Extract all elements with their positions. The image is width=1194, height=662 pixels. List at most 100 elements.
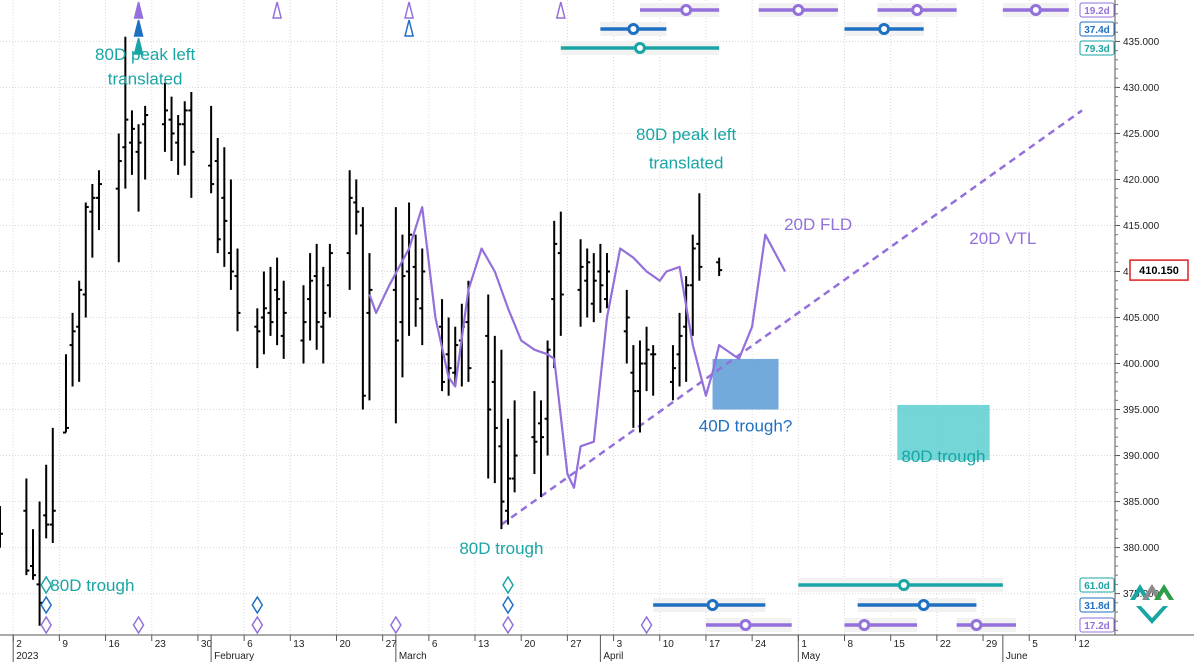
month-label: 2023: [16, 651, 39, 662]
ohlc-bar: [234, 248, 241, 332]
month-label: February: [214, 651, 254, 662]
chart-annotation: translated: [108, 70, 183, 89]
x-tick-label: 13: [478, 639, 490, 650]
ohlc-bar: [49, 427, 56, 543]
ohlc-bar: [115, 133, 122, 263]
x-tick-label: 23: [155, 639, 167, 650]
ohlc-bar: [0, 506, 3, 548]
logo-mark-right: [1154, 584, 1174, 600]
cycle-bar-dot: [858, 619, 871, 631]
x-tick-label: 1: [801, 639, 807, 650]
ohlc-bar: [630, 345, 637, 428]
trough-marker: [502, 615, 514, 635]
ohlc-bar: [676, 312, 683, 387]
ohlc-bar: [359, 207, 366, 410]
x-tick-label: 27: [386, 639, 398, 650]
chart-annotation: 80D peak left: [95, 45, 195, 64]
trough-box: [897, 404, 990, 461]
vtl-line: [500, 109, 1083, 526]
chart-annotation: 80D trough: [901, 447, 985, 466]
y-tick-label: 390.000: [1123, 451, 1160, 462]
gridlines: [0, 0, 1115, 635]
ohlc-bar: [274, 257, 281, 346]
ohlc-bar: [505, 418, 512, 525]
x-tick-label: 6: [247, 639, 253, 650]
cycle-badge-label: 19.2d: [1084, 6, 1110, 17]
ohlc-bar: [366, 253, 373, 401]
y-tick-label: 375.000: [1123, 589, 1160, 600]
trough-marker: [132, 615, 145, 635]
trough-marker: [40, 575, 53, 595]
ohlc-bar: [445, 317, 452, 396]
cycle-bar-dot: [680, 4, 693, 16]
y-tick-label: 420.000: [1123, 175, 1160, 186]
cycle-badge: [1079, 21, 1115, 37]
ohlc-bar: [188, 92, 195, 198]
y-axis-panel: [1115, 0, 1194, 635]
price-bars: [0, 36, 723, 626]
x-tick-label: 20: [339, 639, 351, 650]
x-tick-label: 16: [109, 639, 121, 650]
vtl-layer: [500, 109, 1083, 526]
chart-annotation: 40D trough?: [699, 417, 793, 436]
ohlc-bar: [43, 464, 50, 539]
y-tick-label: 430.000: [1123, 83, 1160, 94]
ohlc-bar: [89, 184, 96, 258]
x-tick-label: 27: [570, 639, 582, 650]
x-tick-label: 13: [293, 639, 305, 650]
cycle-bar-dot: [970, 619, 983, 631]
y-tick-label: 425.000: [1123, 129, 1160, 140]
ohlc-bar: [419, 248, 426, 346]
x-tick-label: 10: [663, 639, 675, 650]
ohlc-bar: [498, 349, 505, 530]
trough-marker: [40, 615, 53, 635]
x-tick-label: 17: [709, 639, 721, 650]
x-tick-label: 5: [1032, 639, 1038, 650]
month-label: April: [603, 651, 623, 662]
ohlc-bar: [122, 36, 129, 189]
ohlc-bar: [584, 248, 591, 318]
ohlc-bar: [307, 253, 314, 341]
ohlc-bar: [214, 138, 221, 254]
ohlc-bar: [353, 179, 360, 235]
ohlc-bar: [23, 478, 30, 576]
ohlc-bar: [168, 96, 175, 162]
ohlc-bar: [696, 193, 703, 281]
ohlc-bar: [643, 326, 650, 392]
peak-marker: [404, 19, 415, 37]
cycle-length-badges: 19.2d 37.4d 79.3d 61.0d 31.8d 17.2d: [1079, 2, 1115, 633]
ohlc-bar: [254, 308, 261, 369]
peak-marker: [272, 1, 283, 19]
ohlc-bar: [82, 202, 89, 318]
ohlc-bar: [491, 335, 498, 484]
x-tick-label: 6: [432, 639, 438, 650]
y-tick-label: 395.000: [1123, 405, 1160, 416]
ohlc-bar: [29, 529, 36, 580]
peak-marker: [404, 1, 415, 19]
cycle-bar-dot: [911, 4, 924, 16]
ohlc-bar: [267, 266, 274, 336]
y-tick-label: 385.000: [1123, 497, 1160, 508]
ohlc-bar: [181, 101, 188, 166]
ohlc-bar: [76, 280, 83, 382]
cycle-badge-label: 79.3d: [1084, 44, 1110, 55]
peak-marker: [133, 37, 144, 55]
x-tick-label: 24: [755, 639, 767, 650]
fld-line: [368, 206, 787, 489]
ohlc-bar: [227, 179, 234, 290]
fld-layer: [368, 206, 787, 489]
cycle-badge-label: 31.8d: [1084, 601, 1110, 612]
chart-annotation: translated: [649, 153, 724, 172]
ohlc-bar: [557, 211, 564, 336]
cycle-bar-dot: [627, 23, 640, 35]
ohlc-bar: [577, 239, 584, 327]
y-tick-label: 405.000: [1123, 313, 1160, 324]
cycle-bar-dot: [1029, 4, 1042, 16]
ohlc-bar: [128, 110, 135, 175]
x-tick-label: 2: [16, 639, 22, 650]
x-tick-label: 15: [894, 639, 906, 650]
ohlc-bar: [221, 147, 228, 267]
ohlc-bar: [597, 243, 604, 313]
ohlc-bar: [406, 202, 413, 336]
